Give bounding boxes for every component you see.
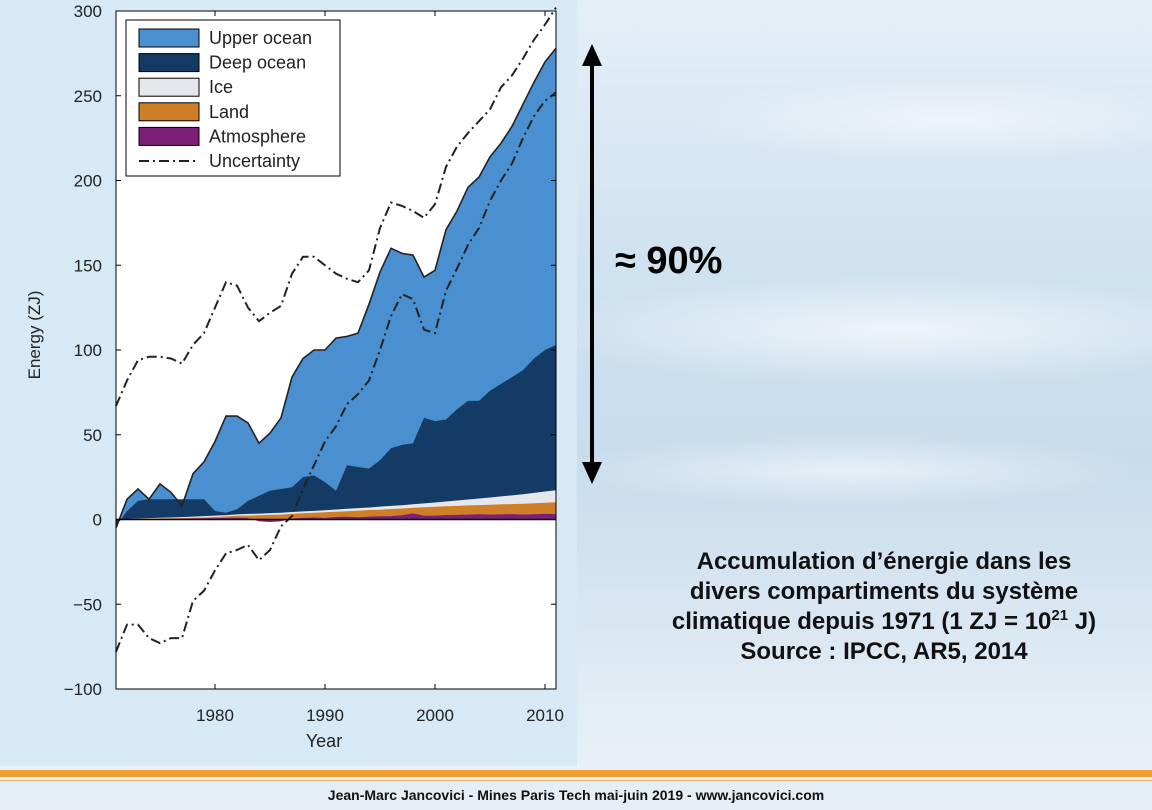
x-tick-label: 1990 bbox=[306, 706, 344, 725]
legend-swatch-ice bbox=[138, 77, 200, 97]
x-tick-label: 2010 bbox=[526, 706, 564, 725]
footer-credit: Jean-Marc Jancovici - Mines Paris Tech m… bbox=[327, 787, 825, 803]
caption-line-1: Accumulation d’énergie dans les bbox=[696, 548, 1072, 575]
legend-label-upper-ocean: Upper ocean bbox=[209, 28, 312, 48]
y-tick-label: 300 bbox=[74, 2, 102, 21]
legend-label-ice: Ice bbox=[209, 77, 233, 97]
caption-line-2: divers compartiments du système bbox=[689, 578, 1079, 605]
y-tick-label: 50 bbox=[83, 426, 102, 445]
ninety-percent-label: ≈ 90% bbox=[615, 240, 723, 282]
caption-line-3-prefix: climatique depuis 1971 (1 ZJ = 10 bbox=[671, 608, 1052, 635]
legend-label-uncertainty: Uncertainty bbox=[209, 151, 300, 171]
area-upper-ocean bbox=[116, 48, 556, 529]
x-tick-label: 2000 bbox=[416, 706, 454, 725]
legend-swatch-upper-ocean bbox=[138, 28, 200, 48]
legend-swatch-atmosphere bbox=[138, 126, 200, 146]
caption-line-3-suffix: J) bbox=[1068, 608, 1097, 635]
legend-swatch-deep-ocean bbox=[138, 53, 200, 73]
uncertainty-upper-line bbox=[115, 7, 557, 407]
slide-caption: Accumulation d’énergie dans les divers c… bbox=[600, 547, 1152, 667]
energy-accumulation-chart: 300 250 200 150 100 50 0 −50 −100 1980 1990 2000 201… bbox=[25, 2, 564, 751]
y-tick-label: 0 bbox=[93, 511, 102, 530]
footer-orange-bar bbox=[0, 770, 1152, 777]
legend-label-atmosphere: Atmosphere bbox=[209, 126, 306, 146]
x-tick-label: 1980 bbox=[196, 706, 234, 725]
upper-ocean-outline bbox=[115, 47, 557, 529]
ninety-percent-arrow-icon bbox=[582, 44, 602, 484]
legend-swatch-land bbox=[138, 102, 200, 122]
y-tick-label: 200 bbox=[74, 172, 102, 191]
y-tick-label: −100 bbox=[64, 680, 102, 699]
y-tick-label: 250 bbox=[74, 87, 102, 106]
x-axis-label: Year bbox=[306, 731, 342, 751]
caption-source: Source : IPCC, AR5, 2014 bbox=[740, 638, 1028, 665]
caption-line-3: climatique depuis 1971 (1 ZJ = 1021 J) bbox=[600, 607, 1152, 637]
y-tick-label: 100 bbox=[74, 341, 102, 360]
uncertainty-lower-line bbox=[115, 91, 557, 653]
y-axis-label: Energy (ZJ) bbox=[25, 291, 44, 380]
footer-divider bbox=[0, 780, 1152, 781]
area-atmosphere bbox=[116, 513, 556, 522]
area-deep-ocean bbox=[116, 344, 556, 527]
caption-exponent: 21 bbox=[1051, 607, 1069, 624]
y-tick-label: 150 bbox=[74, 256, 102, 275]
legend-label-land: Land bbox=[209, 102, 249, 122]
legend-label-deep-ocean: Deep ocean bbox=[209, 53, 306, 73]
y-tick-label: −50 bbox=[73, 595, 102, 614]
